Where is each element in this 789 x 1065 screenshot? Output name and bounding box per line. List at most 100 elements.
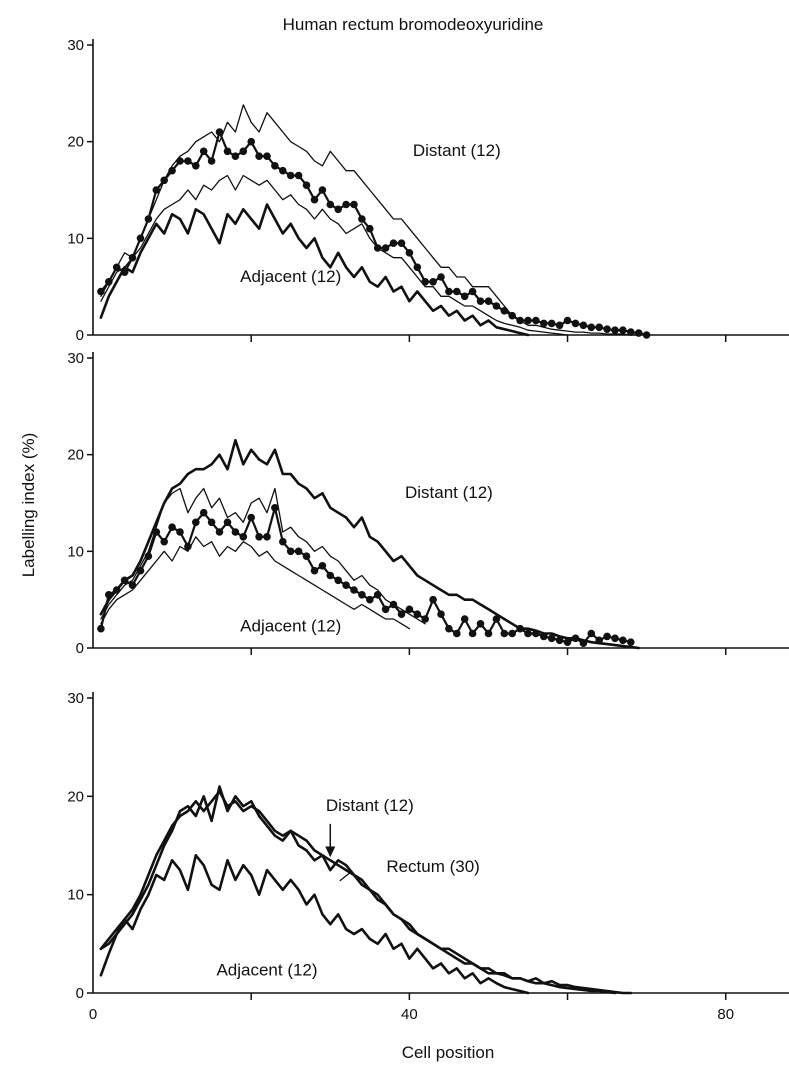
annotation-label: Adjacent (12) [240,617,341,636]
data-point [294,171,303,180]
data-point [445,287,453,296]
y-axis-title: Labelling index (%) [19,433,38,578]
data-point [500,307,509,315]
y-tick-label: 20 [67,788,84,805]
data-point [223,147,232,156]
annotation-label: Rectum (30) [386,857,480,876]
data-point [342,200,350,209]
data-point [112,263,121,272]
data-point [152,528,161,536]
data-point [255,533,263,541]
annotation-label: Adjacent (12) [240,267,341,286]
data-point [144,552,153,560]
data-point [413,610,422,618]
data-point [508,311,516,320]
y-tick-label: 10 [67,543,84,560]
data-point [532,316,540,325]
series-line-4 [99,203,530,337]
data-point [152,186,161,194]
data-point [112,586,121,594]
y-tick-label: 30 [67,690,84,707]
data-point [136,234,145,243]
y-tick-label: 20 [67,134,84,151]
data-point [231,152,240,160]
chart-title: Human rectum bromodeoxyuridine [283,15,544,34]
data-point [318,562,327,570]
data-point [460,615,469,623]
data-point [492,615,501,623]
y-tick-label: 30 [67,37,84,54]
series-line-3 [100,536,411,630]
x-tick-label: 80 [717,1006,734,1023]
data-point [176,528,184,536]
series-line-1 [99,438,640,650]
data-point [97,287,105,296]
data-point [476,297,485,306]
data-point [310,195,319,204]
annotation-leader-line [339,871,352,882]
data-point [619,326,627,335]
data-point [603,325,611,334]
data-point [128,581,137,589]
data-point [231,528,240,536]
series-line-2 [99,130,648,337]
data-point [397,610,406,618]
data-point [524,629,532,638]
data-point [239,533,248,541]
data-point [571,319,580,328]
data-point [302,181,311,189]
panel-2: 0 10 20 30 Distant (12) Adjacent (12) [67,350,789,657]
data-point [540,319,548,328]
data-point [571,634,580,643]
data-point [215,528,224,536]
data-point [619,636,627,645]
data-point [326,571,335,580]
data-point [184,542,192,551]
series-line-1 [100,104,640,336]
y-tick-label: 10 [67,887,84,904]
x-tick-label: 0 [89,1006,97,1023]
data-point [381,244,390,252]
data-point [389,600,398,609]
data-point [350,200,358,209]
x-axis-title: Cell position [402,1043,495,1062]
y-tick-label: 0 [76,640,84,657]
annotation-label: Distant (12) [326,796,414,815]
data-point [239,147,248,156]
data-point [192,518,200,527]
data-point [310,566,319,575]
annotation-label: Distant (12) [405,483,493,502]
data-point [500,629,509,638]
data-point [192,162,200,170]
data-point [445,624,453,633]
data-point [611,326,619,335]
data-point [334,576,343,585]
data-point [271,504,279,512]
data-point [286,171,295,180]
data-point [579,639,588,647]
data-point [199,508,208,517]
data-point [532,629,540,638]
data-point [595,636,603,645]
data-point [366,224,374,233]
series-line-2 [99,785,633,995]
data-point [302,552,311,560]
data-point [318,186,327,194]
data-point [437,610,445,618]
data-point [429,595,437,604]
data-point [215,128,224,136]
data-point [547,634,556,643]
data-point [627,328,635,336]
data-point [421,615,430,623]
data-point [207,518,216,527]
x-tick-label: 40 [401,1006,418,1023]
data-point [358,591,366,599]
data-point [484,297,493,306]
data-point [389,239,398,247]
data-point [97,624,105,633]
data-point [105,591,113,599]
data-point [373,591,382,599]
data-point [508,629,516,638]
data-point [453,287,461,296]
